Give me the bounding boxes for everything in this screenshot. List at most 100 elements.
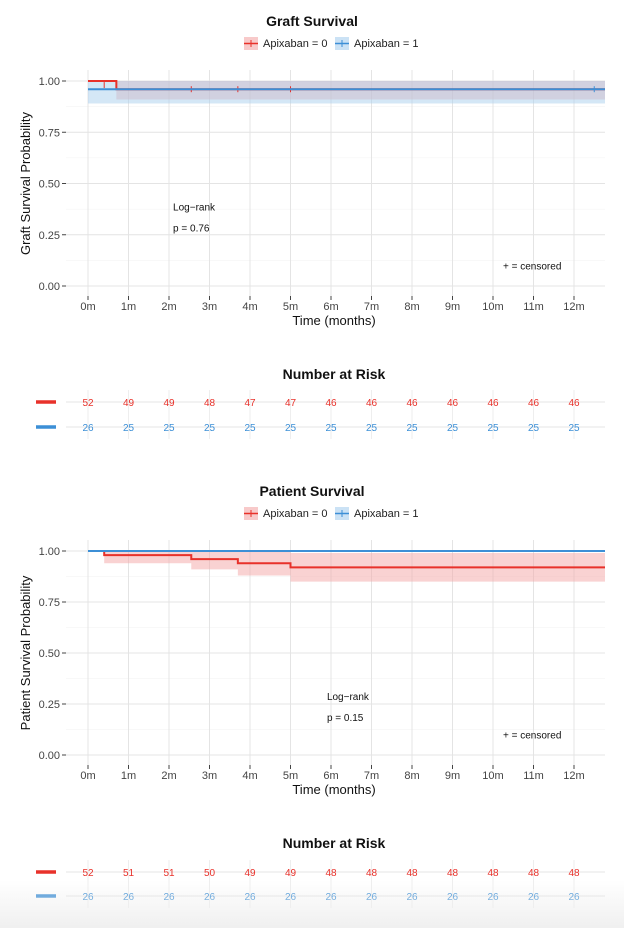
panel1-y-tick-label-0: 0.00	[39, 281, 60, 293]
risk-table1-row-0-value-7: 46	[366, 398, 378, 409]
risk-table1-row-1-value-10: 25	[487, 423, 499, 434]
risk-table1-row-1-value-6: 25	[325, 423, 337, 434]
panel1-y-tick-label-3: 0.75	[39, 127, 60, 139]
risk-table2-row-1-value-5: 26	[285, 892, 297, 903]
panel2-x-tick-label-10: 10m	[482, 770, 503, 782]
panel2-p-value: p = 0.15	[327, 713, 364, 724]
panel1-y-tick-label-1: 0.25	[39, 230, 60, 242]
risk-table1-row-0-value-2: 49	[163, 398, 175, 409]
panel1-x-tick-label-7: 7m	[364, 301, 379, 313]
panel1-x-tick-label-3: 3m	[202, 301, 217, 313]
panel1-x-axis-label: Time (months)	[292, 313, 375, 328]
panel1-y-tick-label-4: 1.00	[39, 76, 60, 88]
risk-table1-row-0-value-9: 46	[447, 398, 459, 409]
panel2-x-tick-label-12: 12m	[563, 770, 584, 782]
panel2-x-tick-label-8: 8m	[404, 770, 419, 782]
panel1-x-tick-label-1: 1m	[121, 301, 136, 313]
risk-table1-row-1-value-0: 26	[82, 423, 94, 434]
panel2-y-tick-label-2: 0.50	[39, 648, 60, 660]
panel1-x-tick-label-6: 6m	[323, 301, 338, 313]
risk-table2-row-0-value-11: 48	[528, 868, 540, 879]
panel2-x-tick-label-5: 5m	[283, 770, 298, 782]
panel1-legend-label-0: Apixaban = 0	[263, 38, 328, 50]
panel2-title: Patient Survival	[259, 483, 364, 499]
panel2-x-axis-label: Time (months)	[292, 782, 375, 797]
risk-table1-row-0-value-1: 49	[123, 398, 135, 409]
risk-table1-row-0-value-0: 52	[82, 398, 94, 409]
risk-table1-row-1-value-4: 25	[244, 423, 256, 434]
risk-table1-row-1-value-2: 25	[163, 423, 175, 434]
risk-table1-row-1-value-3: 25	[204, 423, 216, 434]
risk-table1-title: Number at Risk	[283, 366, 386, 382]
panel1-ci-band-series-1	[88, 81, 607, 104]
panel2-y-axis-label: Patient Survival Probability	[18, 575, 33, 730]
panel2-y-tick-label-1: 0.25	[39, 699, 60, 711]
risk-table1-row-0-value-3: 48	[204, 398, 216, 409]
risk-table2-row-0-value-10: 48	[487, 868, 499, 879]
panel1-x-tick-label-10: 10m	[482, 301, 503, 313]
risk-table2-row-0-value-3: 50	[204, 868, 216, 879]
risk-table2-row-1-value-11: 26	[528, 892, 540, 903]
panel1-logrank-label: Log−rank	[173, 203, 216, 214]
panel1-x-tick-label-9: 9m	[445, 301, 460, 313]
panel2-x-tick-label-1: 1m	[121, 770, 136, 782]
panel1-x-tick-label-5: 5m	[283, 301, 298, 313]
risk-table1-row-0-value-4: 47	[244, 398, 256, 409]
panel1-y-axis-label: Graft Survival Probability	[18, 111, 33, 255]
panel2-x-tick-label-7: 7m	[364, 770, 379, 782]
panel2-x-tick-label-0: 0m	[80, 770, 95, 782]
risk-table1-row-0-value-12: 46	[568, 398, 580, 409]
panel1-x-tick-label-12: 12m	[563, 301, 584, 313]
risk-table1-row-1-value-7: 25	[366, 423, 378, 434]
risk-table2-row-1-value-8: 26	[406, 892, 418, 903]
risk-table2-title: Number at Risk	[283, 835, 386, 851]
panel2-y-tick-label-0: 0.00	[39, 750, 60, 762]
risk-table2-row-0-value-8: 48	[406, 868, 418, 879]
risk-table2-row-1-value-9: 26	[447, 892, 459, 903]
risk-table1-row-0-value-11: 46	[528, 398, 540, 409]
risk-table1-row-1-value-8: 25	[406, 423, 418, 434]
panel2-y-tick-label-3: 0.75	[39, 597, 60, 609]
panel2-x-tick-label-6: 6m	[323, 770, 338, 782]
risk-table1-row-0-value-6: 46	[325, 398, 337, 409]
panel1-x-tick-label-11: 11m	[523, 301, 544, 313]
risk-table2-row-1-value-3: 26	[204, 892, 216, 903]
risk-table2-row-1-value-4: 26	[244, 892, 256, 903]
panel1-censored-note: + = censored	[503, 262, 561, 273]
risk-table2-row-0-value-7: 48	[366, 868, 378, 879]
risk-table2-row-1-value-2: 26	[163, 892, 175, 903]
panel2-survival-line-series-0	[88, 550, 605, 569]
panel1-p-value: p = 0.76	[173, 224, 210, 235]
panel1-x-tick-label-8: 8m	[404, 301, 419, 313]
risk-table2-row-0-value-5: 49	[285, 868, 297, 879]
risk-table1-row-1-value-5: 25	[285, 423, 297, 434]
panel2-x-tick-label-4: 4m	[242, 770, 257, 782]
risk-table2-row-0-value-2: 51	[163, 868, 175, 879]
risk-table2-row-1-value-0: 26	[82, 892, 94, 903]
risk-table2-row-0-value-9: 48	[447, 868, 459, 879]
risk-table2-row-1-value-12: 26	[568, 892, 580, 903]
panel1-y-tick-label-2: 0.50	[39, 179, 60, 191]
risk-table2-row-1-value-7: 26	[366, 892, 378, 903]
panel1-title: Graft Survival	[266, 13, 358, 29]
panel2-logrank-label: Log−rank	[327, 692, 370, 703]
panel2-censored-note: + = censored	[503, 731, 561, 742]
risk-table2-row-0-value-12: 48	[568, 868, 580, 879]
risk-table2-row-1-value-10: 26	[487, 892, 499, 903]
risk-table1-row-1-value-1: 25	[123, 423, 135, 434]
panel2-y-tick-label-4: 1.00	[39, 546, 60, 558]
risk-table2-row-1-value-6: 26	[325, 892, 337, 903]
panel2-x-tick-label-9: 9m	[445, 770, 460, 782]
risk-table1-row-1-value-12: 25	[568, 423, 580, 434]
panel2-x-tick-label-2: 2m	[161, 770, 176, 782]
risk-table1-row-0-value-5: 47	[285, 398, 297, 409]
panel1-legend-label-1: Apixaban = 1	[354, 38, 419, 50]
risk-table1-row-0-value-8: 46	[406, 398, 418, 409]
panel1-x-tick-label-0: 0m	[80, 301, 95, 313]
risk-table2-row-1-value-1: 26	[123, 892, 135, 903]
panel1-x-tick-label-2: 2m	[161, 301, 176, 313]
risk-table1-row-1-value-9: 25	[447, 423, 459, 434]
panel2-legend-label-1: Apixaban = 1	[354, 508, 419, 520]
panel2-x-tick-label-11: 11m	[523, 770, 544, 782]
